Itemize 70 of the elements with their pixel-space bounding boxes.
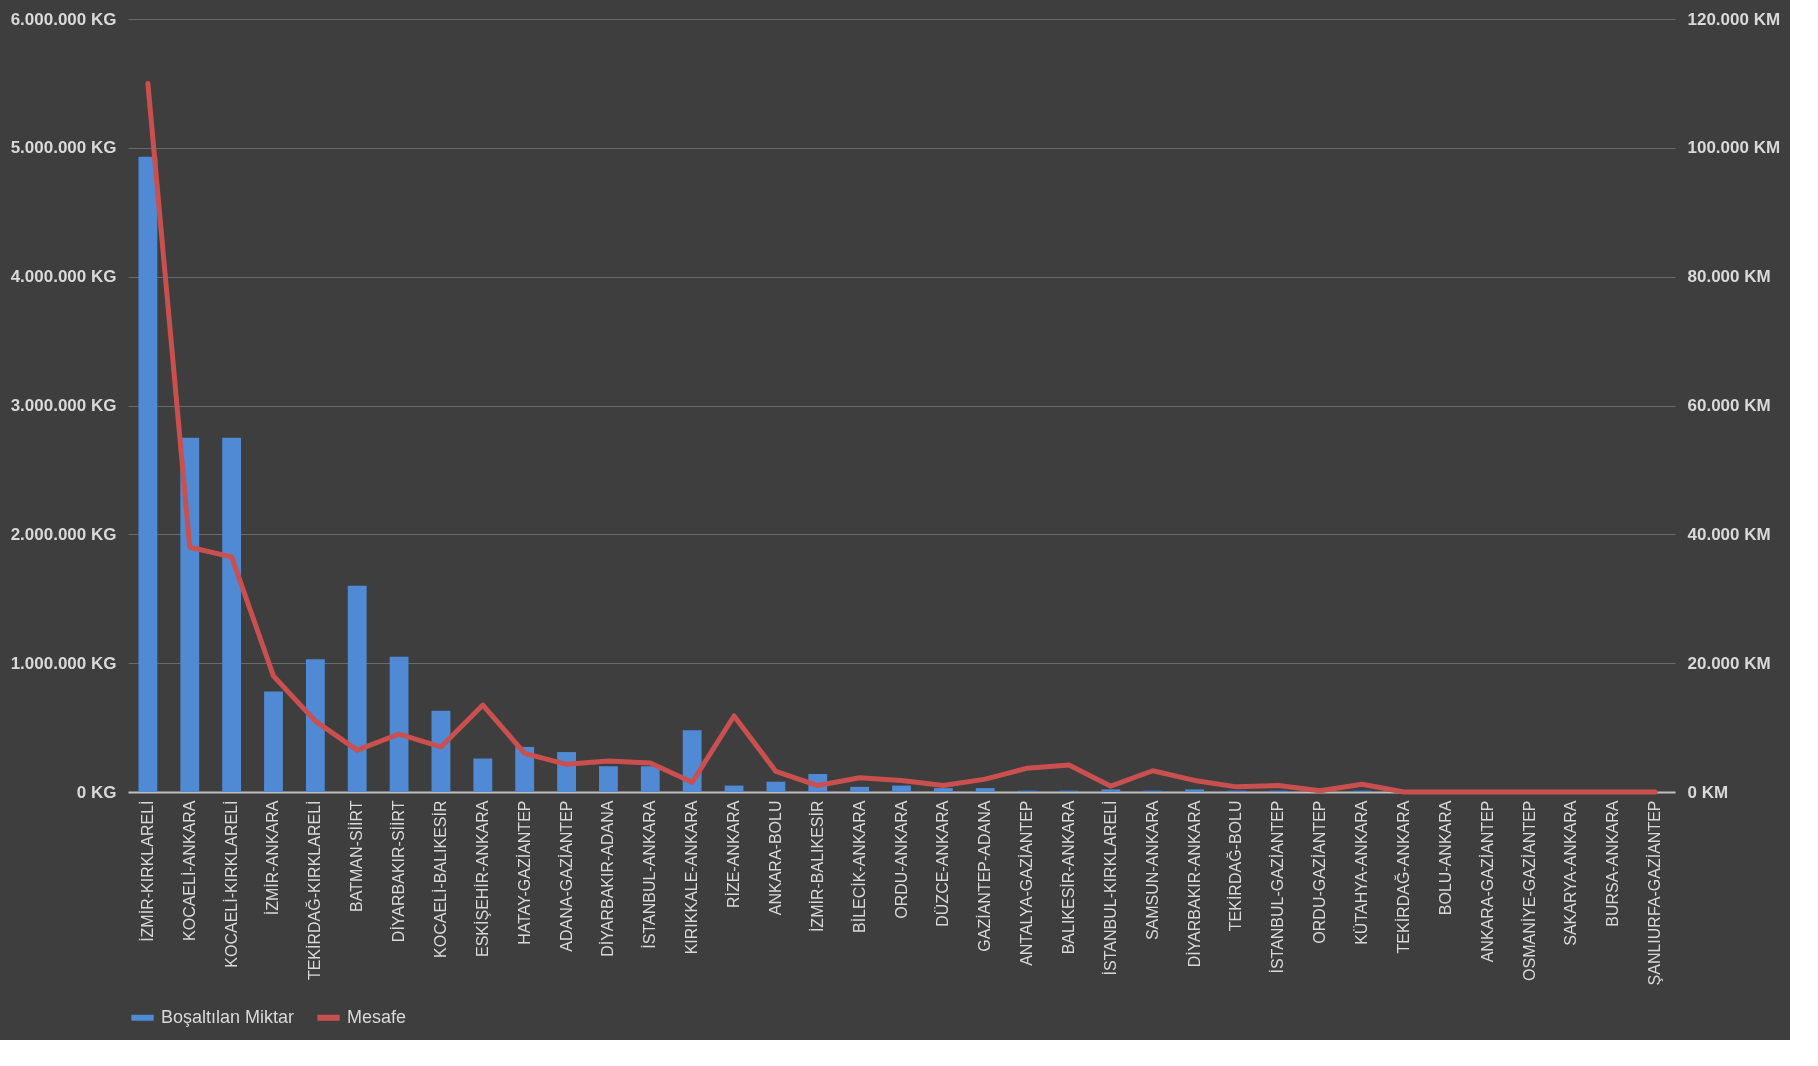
- x-tick-label: İZMİR-BALIKESİR: [807, 800, 826, 933]
- y2-tick-label: 100.000 KM: [1687, 138, 1781, 158]
- x-tick-label: BİLECİK-ANKARA: [849, 800, 868, 933]
- bar: [599, 766, 618, 792]
- y-tick-label: 5.000.000 KG: [10, 138, 117, 158]
- bar: [1101, 789, 1121, 792]
- y2-tick-label: 80.000 KM: [1687, 267, 1771, 287]
- y2-tick-label: 60.000 KM: [1687, 396, 1771, 415]
- bar: [389, 656, 409, 792]
- y-tick-label: 0 KG: [76, 782, 117, 802]
- y2-tick-label: 120.000 KM: [1687, 9, 1781, 29]
- bar: [933, 788, 953, 792]
- x-tick-label: ANKARA-BOLU: [766, 800, 784, 916]
- x-tick-label: KOCAELİ-KIRKLARELİ: [221, 800, 240, 968]
- x-tick-label: ADANA-GAZİANTEP: [556, 800, 575, 952]
- x-tick-label: DİYARBAKIR-SİİRT: [389, 800, 408, 943]
- bar: [850, 786, 870, 792]
- x-tick-label: İSTANBUL-GAZİANTEP: [1268, 800, 1287, 974]
- y2-tick-label: 40.000 KM: [1687, 524, 1771, 544]
- x-tick-label: BATMAN-SİİRT: [347, 800, 366, 912]
- y-tick-label: 2.000.000 KG: [10, 524, 117, 544]
- x-tick-label: İZMİR-KIRKLARELİ: [137, 800, 156, 942]
- x-tick-label: TEKİRDAĞ-BOLU: [1226, 800, 1245, 932]
- x-tick-label: ORDU-GAZİANTEP: [1310, 800, 1329, 944]
- x-tick-label: DÜZCE-ANKARA: [934, 800, 952, 927]
- x-tick-label: DİYARBAKIR-ANKARA: [1184, 800, 1203, 968]
- bar: [766, 781, 786, 792]
- y-tick-label: 4.000.000 KG: [10, 267, 117, 287]
- y2-tick-label: 0 KM: [1687, 782, 1729, 802]
- bar: [138, 156, 158, 792]
- x-tick-label: KIRIKKALE-ANKARA: [683, 800, 701, 955]
- x-tick-label: KOCAELİ-ANKARA: [179, 800, 198, 941]
- x-tick-label: TEKİRDAĞ-ANKARA: [1393, 800, 1412, 954]
- x-tick-label: İSTANBUL-ANKARA: [640, 800, 659, 949]
- bar: [264, 691, 283, 792]
- x-tick-label: İSTANBUL-KIRKLARELİ: [1100, 800, 1119, 976]
- x-tick-label: ANKARA-GAZİANTEP: [1477, 800, 1496, 963]
- bar: [473, 758, 493, 792]
- x-tick-label: ANTALYA-GAZİANTEP: [1017, 800, 1036, 966]
- x-tick-label: SAMSUN-ANKARA: [1143, 800, 1161, 941]
- x-tick-label: OSMANİYE-GAZİANTEP: [1519, 800, 1538, 981]
- legend-label: Mesafe: [347, 1006, 407, 1027]
- x-tick-label: BALIKESİR-ANKARA: [1058, 800, 1077, 955]
- bar: [180, 437, 200, 792]
- x-tick-label: BOLU-ANKARA: [1436, 800, 1454, 916]
- x-tick-label: ŞANLIURFA-GAZİANTEP: [1645, 800, 1664, 986]
- bar: [347, 585, 367, 792]
- x-tick-label: HATAY-GAZİANTEP: [514, 800, 533, 945]
- x-tick-label: İZMİR-ANKARA: [263, 800, 282, 916]
- y-tick-label: 1.000.000 KG: [10, 653, 117, 673]
- bar: [892, 785, 911, 792]
- legend-label: Boşaltılan Miktar: [161, 1006, 295, 1027]
- bar: [975, 788, 995, 792]
- bar: [305, 659, 325, 792]
- x-tick-label: BURSA-ANKARA: [1604, 800, 1622, 927]
- x-tick-label: ESKİŞEHİR-ANKARA: [472, 800, 491, 957]
- y-tick-label: 6.000.000 KG: [10, 9, 117, 29]
- y2-tick-label: 20.000 KM: [1687, 653, 1771, 673]
- bar: [1185, 789, 1204, 792]
- x-tick-label: DİYARBAKIR-ADANA: [598, 800, 617, 957]
- x-tick-label: RİZE-ANKARA: [724, 800, 743, 909]
- x-tick-label: TEKİRDAĞ-KIRKLARELİ: [305, 800, 324, 981]
- x-tick-label: ORDU-ANKARA: [892, 800, 910, 919]
- x-tick-label: KÜTAHYA-ANKARA: [1353, 800, 1371, 945]
- x-tick-label: GAZİANTEP-ADANA: [975, 800, 994, 952]
- y-tick-label: 3.000.000 KG: [10, 396, 117, 415]
- bar: [222, 437, 242, 792]
- x-tick-label: SAKARYA-ANKARA: [1562, 800, 1580, 946]
- x-tick-label: KOCAELİ-BALIKESİR: [430, 800, 449, 958]
- bar: [640, 766, 660, 792]
